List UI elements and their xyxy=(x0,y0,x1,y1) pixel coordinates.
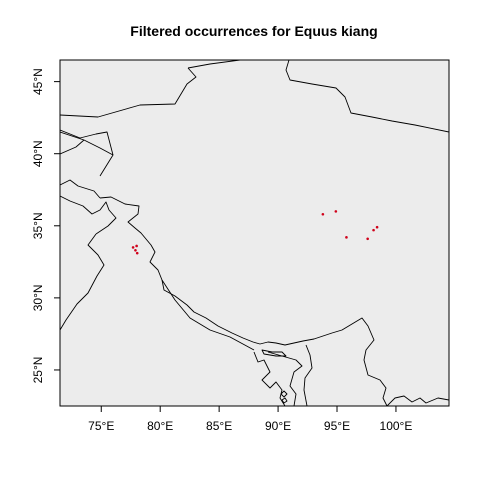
border-pakistan-india xyxy=(60,233,105,331)
occurrence-point xyxy=(131,246,135,249)
map-title: Filtered occurrences for Equus kiang xyxy=(130,23,377,39)
border-bhutan xyxy=(261,349,287,357)
y-tick-label: 40°N xyxy=(31,140,45,167)
occurrence-point xyxy=(321,212,325,216)
y-tick-label: 30°N xyxy=(31,284,45,311)
x-tick-label: 95°E xyxy=(324,419,350,433)
occurrence-point xyxy=(345,236,348,239)
border-india-myanmar xyxy=(303,344,313,406)
y-axis: 25°N 30°N 35°N 40°N 45°N xyxy=(31,68,60,383)
border-china-india-nepal xyxy=(161,279,333,346)
country-borders xyxy=(60,60,449,406)
border-nepal-india xyxy=(161,279,255,351)
x-axis: 75°E 80°E 85°E 90°E 95°E 100°E xyxy=(88,406,412,433)
x-tick-label: 75°E xyxy=(88,419,114,433)
x-tick-label: 100°E xyxy=(380,419,413,433)
border-china-mongolia xyxy=(285,60,449,133)
border-afghanistan-pakistan xyxy=(60,195,117,235)
border-kyrgyzstan-tajikistan xyxy=(60,129,114,156)
x-tick-label: 80°E xyxy=(147,419,173,433)
occurrence-point xyxy=(135,244,138,248)
occurrence-points xyxy=(131,210,379,255)
y-tick-label: 35°N xyxy=(31,212,45,239)
map-panel xyxy=(59,59,450,407)
occurrence-point xyxy=(372,228,375,232)
border-delta-islands xyxy=(280,390,288,404)
border-kashmir xyxy=(99,196,163,281)
border-tajikistan-china-afghanistan xyxy=(60,139,101,199)
occurrence-point xyxy=(375,225,379,229)
y-tick-label: 45°N xyxy=(31,68,45,95)
occurrence-point xyxy=(366,237,369,241)
x-tick-label: 90°E xyxy=(265,419,291,433)
border-kazakhstan-kyrgyzstan xyxy=(60,67,197,118)
occurrence-point xyxy=(334,210,338,213)
y-tick-label: 25°N xyxy=(31,357,45,384)
border-kazakhstan-china xyxy=(60,60,241,177)
border-china-myanmar xyxy=(331,317,388,406)
border-laos-vietnam xyxy=(386,395,449,406)
x-tick-label: 85°E xyxy=(206,419,232,433)
occurrence-point xyxy=(135,251,139,255)
occurrence-point xyxy=(134,249,137,252)
